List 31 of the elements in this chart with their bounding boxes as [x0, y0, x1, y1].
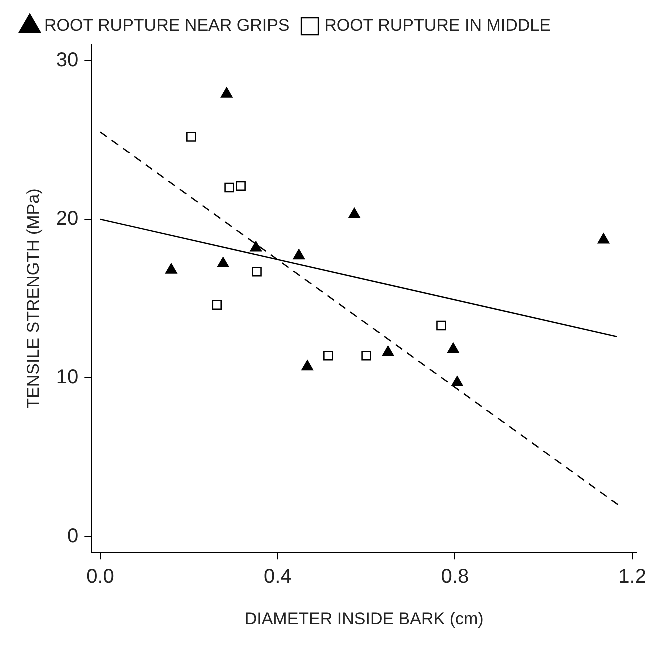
point [224, 182, 234, 193]
point [598, 233, 610, 244]
point [250, 241, 262, 252]
legend-label: ROOT RUPTURE IN MIDDLE [324, 16, 551, 36]
point [252, 266, 262, 277]
point [436, 320, 446, 331]
y-tick-label: 30 [56, 49, 79, 72]
point [217, 257, 230, 268]
point [382, 346, 394, 356]
y-tick-label: 10 [56, 366, 79, 389]
point [293, 249, 305, 260]
point [362, 351, 372, 361]
y-tick-label: 20 [56, 208, 79, 230]
point [212, 300, 222, 310]
y-tick-label: 0 [68, 525, 79, 548]
point [324, 351, 334, 361]
point [186, 132, 196, 142]
x-tick-label: 0.0 [86, 566, 114, 588]
x-axis-title: DIAMETER INSIDE BARK (cm) [244, 609, 484, 628]
x-tick-label: 0.8 [441, 566, 470, 588]
point [452, 376, 464, 387]
point [236, 181, 246, 192]
point [348, 208, 360, 218]
point [448, 342, 460, 354]
y-axis-title: TENSILE STRENGTH (MPa) [24, 188, 43, 409]
point [166, 264, 178, 274]
x-tick-label: 1.2 [618, 566, 646, 588]
legend-label: ROOT RUPTURE NEAR GRIPS [44, 16, 290, 36]
point [221, 88, 233, 98]
point [302, 360, 314, 371]
x-tick-label: 0.4 [264, 566, 292, 588]
